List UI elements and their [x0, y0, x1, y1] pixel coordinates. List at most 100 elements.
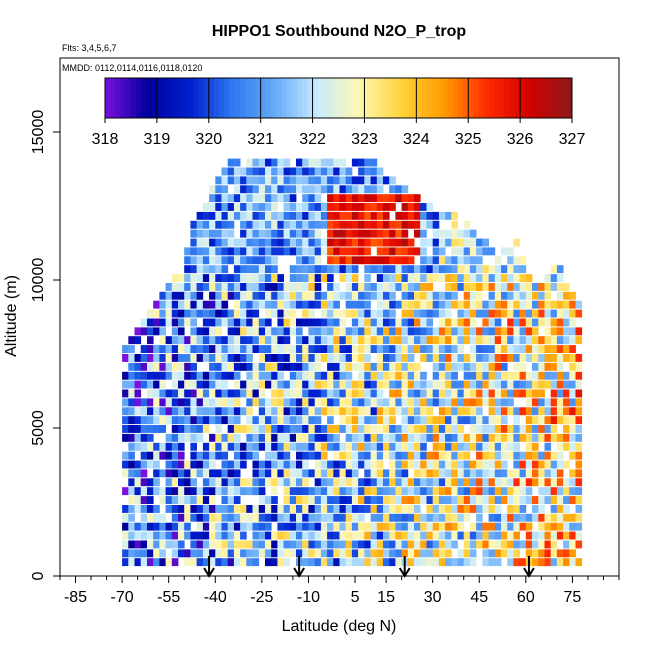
heatmap-cell — [476, 336, 483, 345]
heatmap-cell — [457, 425, 465, 433]
heatmap-cell — [209, 300, 216, 309]
heatmap-cell — [333, 327, 340, 336]
heatmap-cell — [501, 540, 508, 549]
heatmap-cell — [569, 336, 576, 345]
heatmap-cell — [314, 176, 322, 185]
heatmap-cell — [395, 211, 402, 220]
heatmap-cell — [302, 291, 309, 300]
heatmap-cell — [488, 442, 496, 451]
heatmap-cell — [507, 371, 514, 380]
heatmap-cell — [302, 505, 309, 513]
heatmap-cell — [538, 345, 545, 353]
heatmap-cell — [407, 531, 415, 540]
colorbar-segment — [271, 78, 277, 118]
heatmap-cell — [233, 345, 241, 353]
heatmap-cell — [202, 247, 210, 256]
heatmap-cell — [184, 505, 191, 513]
heatmap-cell — [296, 522, 303, 531]
heatmap-cell — [345, 185, 353, 194]
heatmap-cell — [370, 371, 378, 380]
heatmap-cell — [494, 505, 502, 513]
heatmap-cell — [420, 274, 427, 282]
heatmap-cell — [202, 345, 210, 353]
heatmap-cell — [525, 496, 533, 504]
heatmap-cell — [265, 362, 272, 371]
heatmap-cell — [569, 540, 576, 549]
heatmap-cell — [128, 416, 135, 425]
heatmap-cell — [140, 433, 148, 442]
heatmap-cell — [513, 487, 520, 496]
heatmap-cell — [289, 203, 297, 211]
heatmap-cell — [532, 283, 539, 291]
heatmap-cell — [159, 425, 166, 433]
heatmap-cell — [215, 327, 222, 336]
heatmap-cell — [432, 327, 440, 336]
heatmap-cell — [457, 451, 465, 460]
heatmap-cell — [488, 540, 496, 549]
heatmap-cell — [407, 291, 415, 300]
heatmap-cell — [165, 300, 173, 309]
heatmap-cell — [513, 371, 520, 380]
heatmap-cell — [165, 416, 173, 425]
heatmap-cell — [389, 203, 396, 211]
heatmap-cell — [414, 540, 421, 549]
heatmap-cell — [370, 451, 378, 460]
heatmap-cell — [258, 229, 266, 238]
heatmap-cell — [122, 433, 129, 442]
heatmap-cell — [246, 549, 253, 558]
heatmap-cell — [134, 354, 142, 362]
heatmap-cell — [538, 380, 545, 389]
heatmap-cell — [227, 176, 235, 185]
heatmap-cell — [134, 558, 142, 567]
heatmap-cell — [513, 407, 520, 416]
heatmap-cell — [488, 513, 496, 522]
heatmap-cell — [159, 300, 166, 309]
heatmap-cell — [401, 442, 409, 451]
heatmap-cell — [550, 469, 558, 478]
heatmap-cell — [153, 487, 160, 496]
heatmap-cell — [401, 283, 409, 291]
heatmap-cell — [190, 256, 197, 265]
heatmap-cell — [233, 167, 241, 176]
heatmap-cell — [171, 549, 179, 558]
heatmap-cell — [240, 211, 247, 220]
heatmap-cell — [308, 389, 315, 398]
heatmap-cell — [476, 345, 483, 353]
heatmap-cell — [420, 398, 427, 407]
heatmap-cell — [569, 380, 576, 389]
heatmap-cell — [438, 354, 446, 362]
heatmap-cell — [314, 158, 322, 167]
heatmap-cell — [140, 362, 148, 371]
heatmap-cell — [525, 336, 533, 345]
heatmap-cell — [370, 398, 378, 407]
heatmap-cell — [345, 176, 353, 185]
heatmap-cell — [128, 540, 135, 549]
heatmap-cell — [420, 203, 427, 211]
heatmap-cell — [345, 345, 353, 353]
colorbar-segment — [354, 78, 360, 118]
heatmap-cell — [420, 513, 427, 522]
heatmap-cell — [556, 398, 564, 407]
heatmap-cell — [277, 478, 284, 487]
heatmap-cell — [320, 158, 328, 167]
heatmap-cell — [463, 549, 471, 558]
heatmap-cell — [196, 433, 204, 442]
heatmap-cell — [414, 389, 421, 398]
heatmap-cell — [184, 398, 191, 407]
heatmap-cell — [420, 327, 427, 336]
heatmap-cell — [171, 442, 179, 451]
heatmap-cell — [209, 540, 216, 549]
heatmap-cell — [532, 496, 539, 504]
heatmap-cell — [370, 336, 378, 345]
heatmap-cell — [252, 425, 260, 433]
heatmap-cell — [333, 345, 340, 353]
heatmap-cell — [265, 220, 272, 229]
heatmap-cell — [538, 283, 545, 291]
heatmap-cell — [277, 451, 284, 460]
heatmap-cell — [296, 158, 303, 167]
heatmap-cell — [227, 496, 235, 504]
heatmap-cell — [507, 433, 514, 442]
heatmap-cell — [196, 469, 204, 478]
heatmap-cell — [370, 469, 378, 478]
heatmap-cell — [233, 407, 241, 416]
